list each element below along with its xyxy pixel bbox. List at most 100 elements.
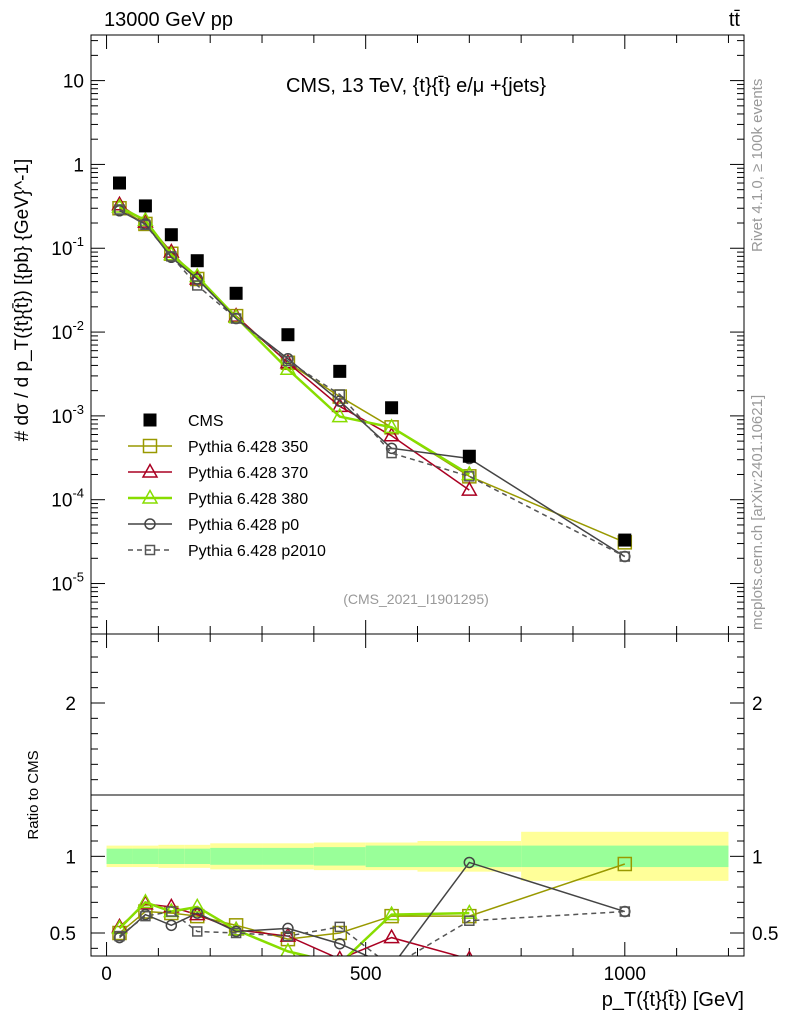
ratio-y-tick-label-right: 1 <box>752 847 763 868</box>
legend-marker <box>144 518 156 530</box>
ratio-point-pythia-6-428-380 <box>137 893 154 909</box>
legend-label: Pythia 6.428 380 <box>188 491 308 508</box>
data-point-cms <box>190 254 204 268</box>
x-tick-label: 1000 <box>604 964 646 985</box>
ratio-line-pythia-6-428-p0 <box>119 861 626 956</box>
ratio-point-pythia-6-428-p2010 <box>387 962 396 971</box>
data-point-pythia-6-428-p2010 <box>166 251 177 262</box>
legend-label: Pythia 6.428 p2010 <box>188 543 326 560</box>
ratio-y-tick-label: 0.5 <box>50 924 76 945</box>
data-point-pythia-6-428-380 <box>383 418 400 434</box>
header-process: 13000 GeV pp <box>104 9 233 31</box>
legend-marker <box>141 462 159 478</box>
ratio-point-pythia-6-428-380 <box>383 905 400 921</box>
ratio-point-pythia-6-428-p2010 <box>166 906 177 917</box>
ratio-point-pythia-6-428-p2010 <box>191 926 203 937</box>
y-tick-label: 10-2 <box>51 318 84 344</box>
legend-marker <box>144 544 156 556</box>
ratio-point-pythia-6-428-350 <box>617 856 633 872</box>
ratio-point-pythia-6-428-p2010 <box>114 930 125 942</box>
ratio-point-pythia-6-428-380 <box>280 942 296 956</box>
ratio-band-green <box>313 847 366 866</box>
data-point-cms <box>462 449 476 463</box>
y-tick-label: 10-3 <box>51 402 84 428</box>
ratio-point-pythia-6-428-p2010 <box>230 927 242 939</box>
ratio-plot-frame <box>90 633 745 957</box>
ratio-point-pythia-6-428-p0 <box>334 937 346 950</box>
data-point-pythia-6-428-380 <box>111 198 128 213</box>
data-point-pythia-6-428-p2010 <box>619 551 631 562</box>
series-line-pythia-6-428-p0 <box>119 210 626 558</box>
series-line-pythia-6-428-p2010 <box>119 208 626 558</box>
y-tick-label: 10-1 <box>51 234 84 260</box>
ratio-point-pythia-6-428-350 <box>384 908 399 924</box>
data-point-pythia-6-428-p2010 <box>282 355 294 367</box>
x-tick-label: 500 <box>350 964 382 985</box>
ratio-point-pythia-6-428-p2010 <box>282 930 294 942</box>
data-point-pythia-6-428-370 <box>383 426 400 442</box>
ratio-point-pythia-6-428-p0 <box>165 919 178 932</box>
legend-label: Pythia 6.428 370 <box>188 465 308 482</box>
legend-marker <box>142 438 158 454</box>
ratio-point-pythia-6-428-350 <box>138 904 153 919</box>
ratio-point-pythia-6-428-p2010 <box>619 906 631 917</box>
analysis-watermark: (CMS_2021_I1901295) <box>343 591 489 607</box>
main-series-group <box>111 176 633 563</box>
legend: CMS Pythia 6.428 350 Pythia 6.428 370 Pythi… <box>128 413 326 560</box>
ratio-point-pythia-6-428-p0 <box>387 962 397 972</box>
ratio-band-green <box>210 847 263 865</box>
ratio-point-pythia-6-428-370 <box>188 905 206 921</box>
ratio-axis-ticks: 0.5 0.5 1 1 2 2 0 500 1000 <box>50 634 778 985</box>
ratio-y-tick-label: 2 <box>65 694 76 715</box>
data-point-pythia-6-428-p2010 <box>334 389 346 400</box>
data-point-pythia-6-428-p2010 <box>140 219 151 231</box>
ratio-point-pythia-6-428-370 <box>336 950 344 956</box>
data-point-cms <box>229 286 243 300</box>
ratio-point-pythia-6-428-p2010 <box>464 915 475 926</box>
ratio-point-pythia-6-428-p0 <box>282 922 294 935</box>
data-point-pythia-6-428-p2010 <box>191 280 203 291</box>
ratio-band-green <box>184 848 211 864</box>
ratio-point-pythia-6-428-p2010 <box>140 910 151 922</box>
data-point-cms <box>385 401 399 415</box>
ratio-band-green <box>417 845 522 868</box>
ratio-band-green <box>106 848 133 864</box>
x-tick-label: 0 <box>101 964 112 985</box>
legend-label: CMS <box>188 413 224 430</box>
main-title: CMS, 13 TeV, {t}{t̄} e/μ +{jets} <box>286 75 546 97</box>
ratio-point-pythia-6-428-p0 <box>463 856 476 869</box>
ratio-uncertainty-bands <box>106 831 729 881</box>
ratio-band-green <box>158 848 185 864</box>
data-point-pythia-6-428-380 <box>331 407 349 423</box>
legend-marker <box>143 413 157 427</box>
ratio-point-pythia-6-428-380 <box>461 904 478 919</box>
data-point-pythia-6-428-p2010 <box>464 471 475 482</box>
data-point-pythia-6-428-380 <box>461 465 478 481</box>
data-point-cms <box>164 228 178 242</box>
main-axis-ticks: 10-5 10-4 10-3 10-2 10-1 1 10 <box>51 35 744 634</box>
ratio-series-group <box>111 856 633 972</box>
ratio-y-axis-label: Ratio to CMS <box>25 750 42 839</box>
ratio-band-green <box>132 848 159 864</box>
ratio-line-pythia-6-428-p2010 <box>119 910 625 956</box>
data-point-pythia-6-428-p2010 <box>230 313 242 324</box>
legend-label: Pythia 6.428 350 <box>188 439 308 456</box>
series-line-pythia-6-428-380 <box>118 205 470 476</box>
data-point-pythia-6-428-p2010 <box>386 447 397 459</box>
ratio-band-green <box>262 847 314 865</box>
ratio-line-pythia-6-428-380 <box>118 900 470 956</box>
header-final-state: tt̄ <box>729 9 741 31</box>
legend-marker <box>141 488 159 504</box>
legend-label: Pythia 6.428 p0 <box>188 517 299 534</box>
data-point-cms <box>333 364 347 378</box>
ratio-point-pythia-6-428-370 <box>383 928 400 944</box>
ratio-point-pythia-6-428-380 <box>338 954 341 956</box>
ratio-point-pythia-6-428-p2010 <box>334 921 346 933</box>
main-y-axis-label: # dσ / d p_T({t}{t̄}) [{pb} {GeV}^-1] <box>12 159 33 442</box>
ratio-band-green <box>521 845 729 868</box>
data-point-cms <box>618 533 632 547</box>
data-point-pythia-6-428-p2010 <box>114 204 125 215</box>
y-tick-label: 10 <box>63 72 84 93</box>
data-point-pythia-6-428-380 <box>279 360 297 376</box>
